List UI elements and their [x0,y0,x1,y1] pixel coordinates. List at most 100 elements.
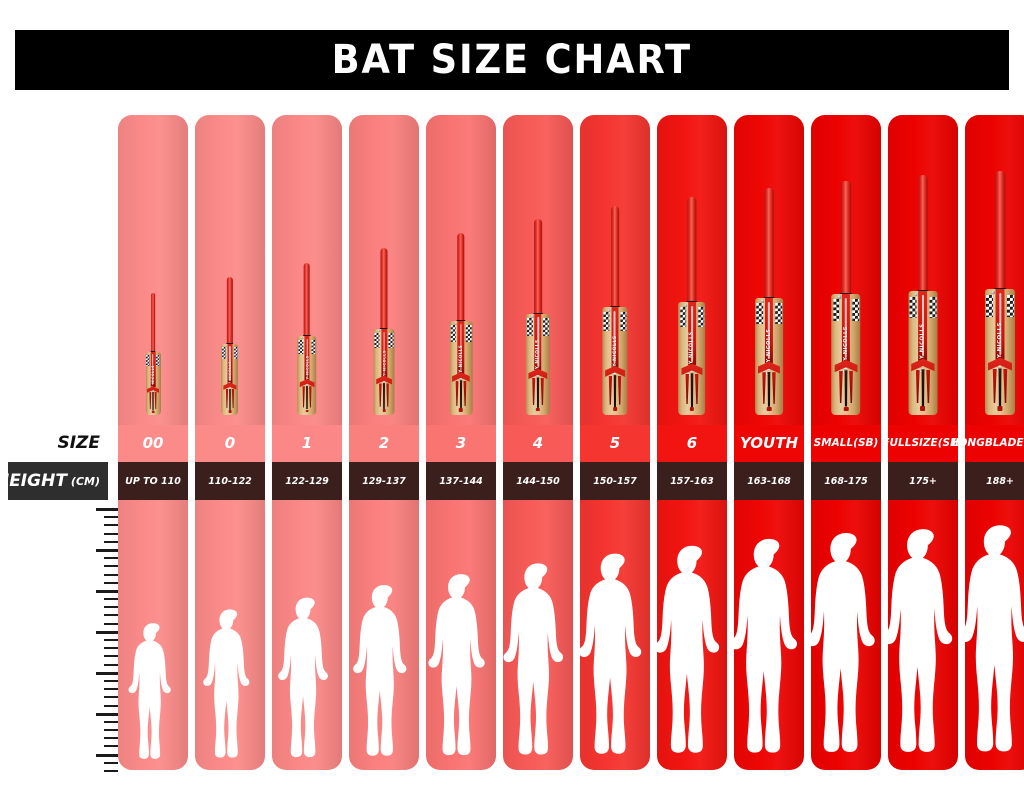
bat-toe-logo [535,407,541,412]
bat-badge-icon [837,295,841,299]
bat-badge-icon [301,337,304,340]
bat-spear-graphic-right [463,380,467,407]
bat-spear-graphic-left [532,377,536,406]
bat-checker-pattern [146,354,150,366]
ruler-tick-minor [104,720,118,723]
size-row-label: SIZE [57,433,100,453]
bat-checker-pattern [1006,294,1014,317]
ruler-tick-minor [104,622,118,625]
bat-checker-pattern [756,303,763,324]
bat-handle [610,206,620,313]
bat-spear-graphic-right [1003,369,1008,404]
size-cell-line: LONG [952,436,985,449]
column-bat-panel: GRAY NICOLLS [195,115,265,425]
ruler-tick-minor [104,524,118,527]
size-cell: 1 [272,425,342,462]
bat-handle [457,233,465,326]
bat-checker-pattern [603,312,610,331]
bat-handle [227,277,233,348]
size-cell-line: FULL [882,436,912,449]
bat-spear-graphic [998,368,1002,407]
bat-centre-stripe [841,294,851,362]
bat-handle [764,188,774,304]
bat-checker-pattern [156,354,160,366]
bat-checker-pattern [222,347,227,360]
ruler-tick-minor [104,639,118,641]
bat-blade: GRAY NICOLLS [602,307,628,415]
size-cell-line: 6 [686,433,698,452]
bat-arrow-graphic [911,358,935,372]
cricket-bat: GRAY NICOLLS [449,233,473,415]
bat-handle [304,262,310,340]
bat-badge-icon [607,308,611,312]
ruler-tick-major [96,508,118,511]
bat-handle [534,218,542,319]
height-cell: 157-163 [657,462,727,500]
bat-spear-graphic-left [608,375,613,405]
person-silhouette [203,609,250,758]
ruler-tick-minor [104,704,118,707]
column-bat-panel: GRAY NICOLLS [580,115,650,425]
bat-arrow-graphic [375,375,393,385]
person-silhouette [811,533,875,752]
bat-toe-logo [612,407,618,412]
size-column: GRAY NICOLLS [118,115,188,770]
height-row-unit: (CM) [70,474,100,488]
bat-badge-icon [454,322,457,325]
ruler-tick-minor [104,655,118,658]
bat-toe-logo [228,410,232,413]
height-cell: 168-175 [811,462,881,500]
size-column: GRAY NICOLLS [580,115,650,770]
size-column: GRAY NICOLLS [734,115,804,770]
bat-blade: GRAY NICOLLS [985,289,1015,415]
bat-spear-graphic-right [926,369,931,404]
page-title: BAT SIZE CHART [331,37,693,83]
size-column: GRAY NICOLLS [426,115,496,770]
bat-centre-stripe [227,343,233,384]
size-cell-line: SIZE [911,436,938,449]
bat-checker-pattern [909,296,917,319]
bat-spear-graphic-right [231,389,235,409]
column-bat-panel: GRAY NICOLLS [965,115,1024,425]
ruler-tick-minor [104,598,118,601]
ruler-tick-minor [104,573,118,576]
bat-checker-pattern [832,299,840,321]
bat-spear-graphic [306,385,308,410]
ruler-tick-major [96,753,118,757]
ruler-tick-major [96,548,118,552]
cricket-bat: GRAY NICOLLS [831,180,861,415]
column-silhouette-panel [811,495,881,770]
bat-spear-graphic [459,380,463,409]
cricket-bat: GRAY NICOLLS [908,175,938,415]
size-column: GRAY NICOLLS [811,115,881,770]
bat-spear-graphic [921,369,925,407]
height-ruler [92,508,118,772]
bat-badge-icon [377,329,381,333]
size-cell-line: (SB) [853,436,879,449]
size-cell: 00 [118,425,188,462]
size-cell-line: (SH) [937,436,964,449]
ruler-tick-minor [104,557,118,560]
bat-spear-graphic-right [849,370,853,404]
bat-checker-pattern [543,318,549,336]
bat-centre-stripe [918,291,928,361]
cricket-bat: GRAY NICOLLS [678,196,706,415]
bat-badge-icon [224,344,228,347]
bat-spear-graphic-left [225,389,229,409]
person-silhouette [888,528,953,752]
bat-handle [150,293,156,355]
column-bat-panel: GRAY NICOLLS [734,115,804,425]
cricket-bat: GRAY NICOLLS [755,188,783,415]
bat-checker-pattern [775,303,782,324]
height-cell: 129-137 [349,462,419,500]
ruler-tick-major [96,712,118,716]
size-cell: 0 [195,425,265,462]
ruler-tick-minor [104,663,118,666]
bat-toe-logo [459,408,463,412]
bat-checker-pattern [388,332,394,348]
bat-spear-graphic-right [617,375,622,405]
bat-blade: GRAY NICOLLS [755,297,783,415]
column-bat-panel: GRAY NICOLLS [118,115,188,425]
